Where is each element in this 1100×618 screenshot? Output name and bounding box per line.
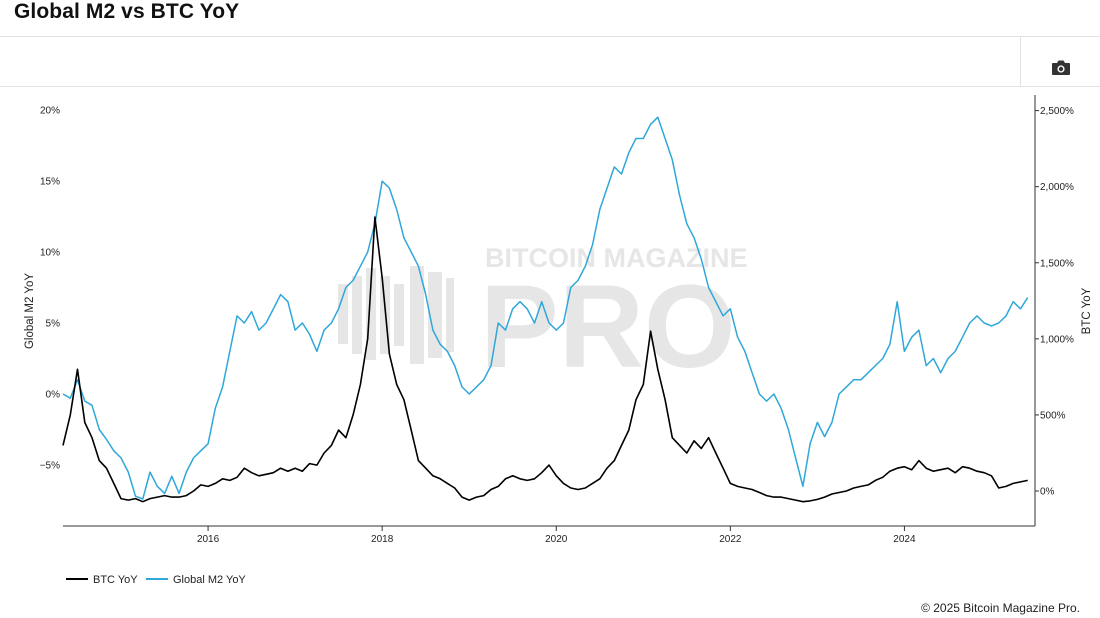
y-right-tick-label: 500% xyxy=(1040,410,1066,421)
y-left-axis-label: Global M2 YoY xyxy=(24,273,36,349)
divider xyxy=(0,36,1100,37)
copyright: © 2025 Bitcoin Magazine Pro. xyxy=(921,601,1080,615)
page-title: Global M2 vs BTC YoY xyxy=(14,0,240,23)
y-left-tick-label: −5% xyxy=(40,460,60,471)
series-lines xyxy=(62,116,1029,503)
watermark: BITCOIN MAGAZINE PRO xyxy=(338,243,748,393)
y-left-tick-label: 20% xyxy=(40,106,60,117)
series-line-btc-yoy xyxy=(62,216,1028,503)
axes xyxy=(63,95,1039,531)
series-line-global-m2-yoy xyxy=(62,116,1029,500)
y-right-tick-label: 1,000% xyxy=(1040,334,1074,345)
y-right-tick-label: 2,500% xyxy=(1040,106,1074,117)
y-left-tick-label: 10% xyxy=(40,248,60,259)
y-left-tick-label: 5% xyxy=(46,319,61,330)
x-tick-label: 2016 xyxy=(197,534,220,545)
y-right-tick-label: 2,000% xyxy=(1040,182,1074,193)
x-tick-label: 2022 xyxy=(719,534,742,545)
y-right-axis-label: BTC YoY xyxy=(1081,287,1093,334)
y-right-tick-label: 0% xyxy=(1040,487,1055,498)
y-left-tick-label: 0% xyxy=(46,389,61,400)
x-tick-label: 2024 xyxy=(893,534,916,545)
y-left-tick-label: 15% xyxy=(40,177,60,188)
x-tick-label: 2018 xyxy=(371,534,394,545)
legend-item-m2[interactable]: Global M2 YoY xyxy=(173,574,246,586)
camera-icon[interactable] xyxy=(1050,58,1072,78)
watermark-logo-mark xyxy=(338,266,454,364)
legend: BTC YoY Global M2 YoY xyxy=(66,574,246,586)
toolbar-divider xyxy=(1020,36,1021,87)
chart: BITCOIN MAGAZINE PRO Global M2 YoY BTC Y… xyxy=(24,95,1093,586)
legend-item-btc[interactable]: BTC YoY xyxy=(93,574,138,586)
x-tick-label: 2020 xyxy=(545,534,568,545)
watermark-line2: PRO xyxy=(480,261,736,393)
divider xyxy=(0,86,1100,87)
tick-labels: 2016 2018 2020 2022 2024 20% 15% 10% 5% 0% −5% 2,50… xyxy=(40,106,1074,545)
y-right-tick-label: 1,500% xyxy=(1040,258,1074,269)
